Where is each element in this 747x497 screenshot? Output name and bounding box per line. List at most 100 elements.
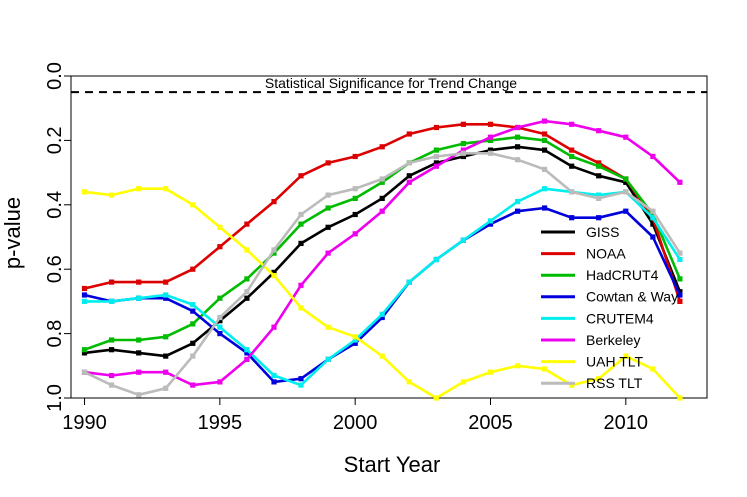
point-2-14	[460, 141, 466, 147]
point-3-5	[217, 331, 223, 337]
x-tick-label-1990: 1990	[62, 412, 107, 434]
point-5-18	[569, 121, 575, 127]
point-4-9	[325, 356, 331, 362]
point-2-2	[136, 337, 142, 343]
point-3-3	[163, 295, 169, 301]
point-7-9	[325, 192, 331, 198]
point-5-20	[623, 134, 629, 140]
legend-label-6: UAH TLT	[586, 354, 643, 370]
point-2-10	[352, 195, 358, 201]
point-5-21	[650, 153, 656, 160]
point-7-3	[163, 385, 169, 391]
point-0-1	[109, 347, 115, 353]
point-4-7	[271, 372, 277, 379]
point-3-17	[542, 205, 548, 211]
point-4-10	[352, 337, 358, 343]
y-tick-label-4: 0.8	[44, 320, 66, 348]
point-0-21	[650, 221, 656, 227]
point-1-4	[190, 266, 196, 272]
point-5-12	[406, 179, 412, 185]
point-7-6	[244, 289, 250, 295]
point-0-2	[136, 350, 142, 356]
point-2-3	[163, 334, 169, 340]
point-2-7	[271, 250, 277, 256]
legend-label-1: NOAA	[586, 246, 626, 262]
point-7-10	[352, 186, 358, 192]
point-1-17	[542, 131, 548, 137]
point-0-11	[379, 195, 385, 201]
plot-frame	[70, 75, 708, 399]
legend-label-3: Cowtan & Way	[586, 289, 678, 305]
point-1-13	[433, 124, 439, 131]
point-5-9	[325, 250, 331, 256]
point-3-6	[244, 350, 250, 356]
point-6-2	[136, 186, 142, 192]
point-6-19	[596, 376, 602, 382]
point-5-7	[271, 324, 277, 330]
point-5-8	[298, 282, 304, 288]
point-5-15	[487, 134, 494, 140]
point-7-22	[677, 250, 683, 256]
series-1	[81, 121, 683, 304]
point-2-11	[379, 179, 385, 185]
x-tick-label-2010: 2010	[604, 412, 649, 434]
point-0-8	[298, 240, 304, 246]
point-5-11	[379, 208, 385, 214]
point-7-7	[271, 247, 277, 253]
point-0-17	[542, 147, 548, 153]
point-1-14	[460, 121, 466, 127]
point-1-8	[298, 173, 304, 179]
point-7-19	[596, 195, 602, 201]
point-1-2	[136, 279, 142, 285]
series-7	[81, 150, 683, 398]
y-tick-label-0: 0.0	[44, 62, 66, 90]
point-1-18	[569, 147, 575, 153]
series-5	[81, 118, 683, 388]
point-7-4	[190, 353, 196, 359]
point-0-5	[217, 318, 223, 324]
point-3-19	[596, 215, 602, 221]
point-0-20	[623, 179, 629, 185]
x-tick-label-2000: 2000	[333, 412, 378, 434]
x-axis-title: Start Year	[344, 452, 441, 477]
point-3-18	[569, 215, 575, 221]
point-7-14	[460, 150, 466, 156]
point-6-4	[190, 202, 196, 208]
point-7-15	[487, 150, 494, 156]
legend: GISS NOAA HadCRUT4 Cowtan & Way CRUTEM4 Berke…	[541, 224, 678, 391]
point-5-5	[217, 379, 223, 385]
point-6-10	[352, 334, 358, 340]
point-4-15	[487, 218, 494, 224]
point-7-11	[379, 176, 385, 182]
point-2-5	[217, 295, 223, 301]
y-tick-label-5: 1.0	[44, 384, 66, 412]
legend-label-7: RSS TLT	[586, 375, 643, 391]
point-4-17	[542, 186, 548, 192]
point-1-11	[379, 144, 385, 150]
point-1-5	[217, 244, 223, 250]
point-6-12	[406, 379, 412, 385]
point-6-20	[623, 353, 629, 359]
point-2-18	[569, 153, 575, 160]
point-5-1	[109, 372, 115, 379]
point-6-17	[542, 366, 548, 372]
point-7-2	[136, 392, 142, 398]
point-3-20	[623, 208, 629, 214]
point-3-16	[515, 208, 521, 214]
y-axis-title: p-value	[0, 197, 25, 269]
point-6-9	[325, 324, 331, 330]
x-tick-label-1995: 1995	[198, 412, 243, 434]
point-5-10	[352, 231, 358, 237]
point-4-22	[677, 256, 683, 263]
point-2-9	[325, 205, 331, 211]
point-2-4	[190, 321, 196, 327]
legend-label-5: Berkeley	[586, 332, 640, 348]
point-2-6	[244, 276, 250, 282]
legend-label-4: CRUTEM4	[586, 310, 654, 326]
point-0-7	[271, 269, 277, 275]
point-1-0	[81, 285, 88, 292]
point-7-8	[298, 211, 304, 218]
point-7-21	[650, 208, 656, 214]
point-1-7	[271, 199, 277, 205]
point-3-11	[379, 314, 385, 321]
